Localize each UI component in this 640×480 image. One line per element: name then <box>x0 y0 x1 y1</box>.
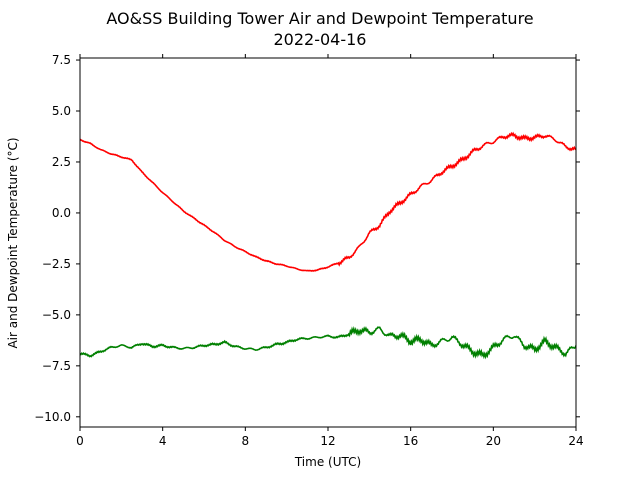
x-axis-ticks: 0 4 8 12 16 20 24 <box>76 54 584 448</box>
y-tick-label: 7.5 <box>52 53 71 67</box>
plot-area <box>80 131 576 360</box>
x-tick-label: 24 <box>568 434 583 448</box>
dewpoint-temperature-line <box>80 325 576 360</box>
x-tick-label: 12 <box>320 434 335 448</box>
y-tick-label: 2.5 <box>52 155 71 169</box>
y-tick-label: −5.0 <box>42 308 71 322</box>
y-tick-label: −2.5 <box>42 257 71 271</box>
y-tick-label: −7.5 <box>42 359 71 373</box>
y-axis-label: Air and Dewpoint Temperature (°C) <box>6 137 20 348</box>
x-tick-label: 16 <box>403 434 418 448</box>
x-tick-label: 8 <box>242 434 250 448</box>
air-temperature-line <box>80 131 576 272</box>
y-tick-label: 5.0 <box>52 104 71 118</box>
x-tick-label: 0 <box>76 434 84 448</box>
axes-frame <box>79 57 577 428</box>
y-axis-ticks: 7.5 5.0 2.5 0.0 −2.5 −5.0 −7.5 −10.0 <box>34 53 580 424</box>
x-axis-label: Time (UTC) <box>294 455 361 469</box>
chart-subtitle: 2022-04-16 <box>274 30 367 49</box>
y-tick-label: 0.0 <box>52 206 71 220</box>
y-tick-label: −10.0 <box>34 410 71 424</box>
x-tick-label: 20 <box>486 434 501 448</box>
x-tick-label: 4 <box>159 434 167 448</box>
chart-title: AO&SS Building Tower Air and Dewpoint Te… <box>106 9 533 28</box>
